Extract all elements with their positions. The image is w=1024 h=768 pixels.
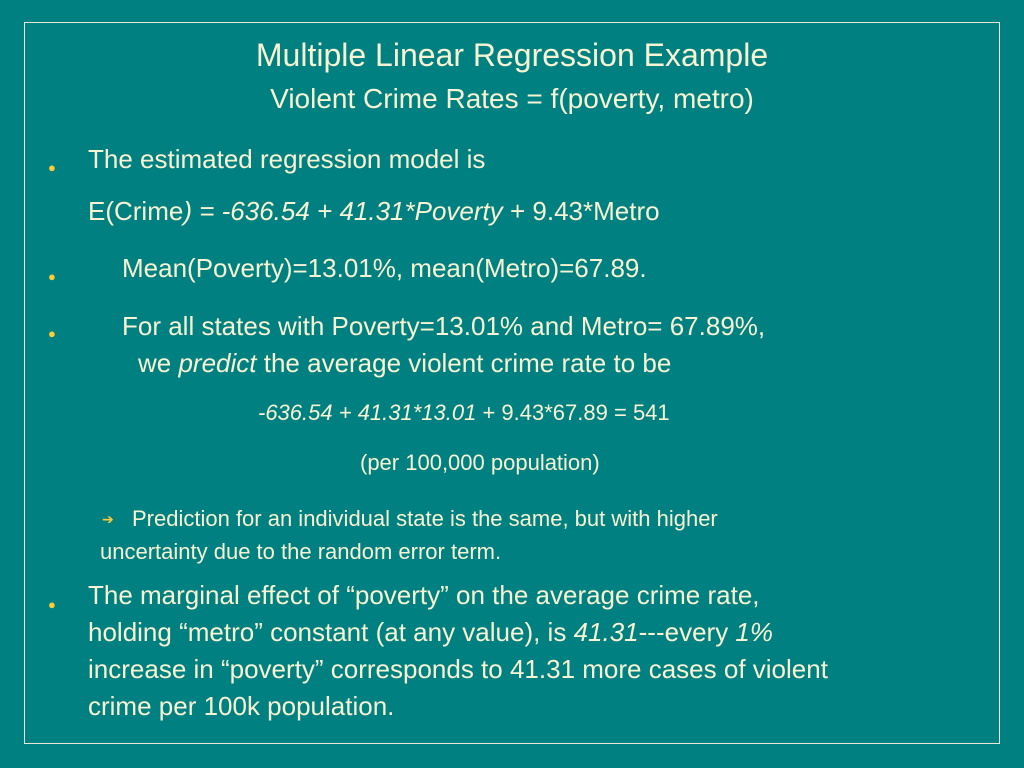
one-percent: 1%: [735, 617, 773, 647]
slide-subtitle: Violent Crime Rates = f(poverty, metro): [270, 83, 754, 114]
bullet-dot-icon: ●: [48, 597, 56, 612]
regression-model: E(Crime) = -636.54 + 41.31*Poverty + 9.4…: [88, 196, 660, 226]
predict-word: predict: [178, 348, 257, 378]
model-italic: ) = -636.54 + 41.31*Poverty: [183, 196, 503, 226]
slide-title: Multiple Linear Regression Example: [255, 37, 769, 73]
bullet-dot-icon: ●: [48, 269, 56, 284]
bullet3-line2: we predict the average violent crime rat…: [138, 348, 671, 378]
bullet4-line1: The marginal effect of “poverty” on the …: [88, 580, 760, 610]
bullet-dot-icon: ●: [48, 160, 56, 175]
model-prefix: E(Crime: [88, 196, 184, 226]
bullet4-line4: crime per 100k population.: [88, 691, 395, 721]
bullet4-line2: holding “metro” constant (at any value),…: [88, 617, 773, 647]
arrow-right-icon: ➔: [102, 511, 114, 527]
sub-bullet-line1: Prediction for an individual state is th…: [132, 506, 718, 531]
prediction-calculation: -636.54 + 41.31*13.01 + 9.43*67.89 = 541: [258, 400, 670, 426]
bullet4-line2-mid: ---every: [638, 617, 736, 647]
bullet2-means: Mean(Poverty)=13.01%, mean(Metro)=67.89.: [122, 253, 647, 283]
bullet-dot-icon: ●: [48, 326, 56, 341]
bullet3-line2-suffix: the average violent crime rate to be: [256, 348, 672, 378]
bullet4-line3: increase in “poverty” corresponds to 41.…: [88, 654, 828, 684]
bullet3-line1: For all states with Poverty=13.01% and M…: [122, 311, 766, 341]
prediction-units: (per 100,000 population): [360, 450, 600, 475]
calc-italic: -636.54 + 41.31*13.01: [258, 400, 477, 425]
bullet4-line2-prefix: holding “metro” constant (at any value),…: [88, 617, 574, 647]
sub-bullet-line2: uncertainty due to the random error term…: [100, 539, 502, 564]
bullet3-line2-prefix: we: [138, 348, 179, 378]
calc-suffix: + 9.43*67.89 = 541: [476, 400, 670, 425]
bullet1-intro: The estimated regression model is: [88, 144, 486, 174]
model-suffix: + 9.43*Metro: [502, 196, 660, 226]
marginal-effect-value: 41.31: [573, 617, 639, 647]
slide-frame: [24, 22, 1000, 744]
